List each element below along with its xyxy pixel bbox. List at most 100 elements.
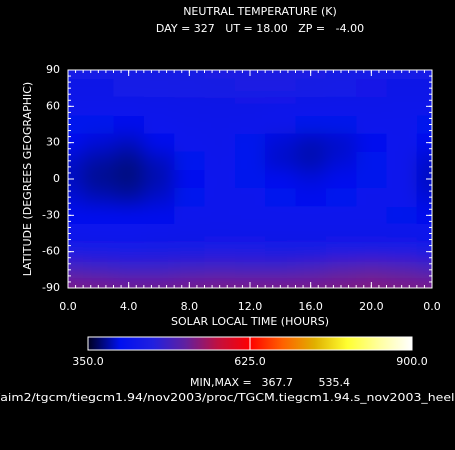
heat-cell — [416, 97, 432, 116]
heat-cell — [356, 79, 387, 98]
heat-cell — [295, 97, 327, 116]
heat-cell — [386, 278, 418, 288]
heat-cell — [83, 70, 114, 80]
x-tick-label: 0.0 — [423, 300, 441, 313]
min-max-label: MIN,MAX = — [190, 376, 252, 389]
heat-cell — [143, 188, 175, 207]
heat-cell — [174, 115, 205, 135]
heat-cell — [68, 242, 84, 262]
heat-cell — [234, 79, 266, 98]
heat-cell — [325, 79, 357, 98]
heat-cell — [68, 115, 84, 135]
heat-cell — [234, 206, 266, 225]
heat-cell — [113, 97, 145, 116]
heat-cell — [416, 70, 432, 80]
heat-cell — [325, 151, 357, 171]
y-tick-label: -30 — [42, 208, 60, 221]
heat-cell — [83, 260, 114, 280]
heat-cell — [356, 169, 387, 189]
heat-cell — [174, 206, 205, 225]
heat-cell — [143, 206, 175, 225]
heat-cell — [356, 242, 387, 262]
heat-cell — [174, 260, 205, 280]
heat-cell — [83, 278, 114, 288]
heat-cell — [295, 169, 327, 189]
chart-title: NEUTRAL TEMPERATURE (K) — [183, 5, 337, 18]
heat-cell — [325, 278, 357, 288]
heat-cell — [265, 79, 296, 98]
x-tick-label: 0.0 — [59, 300, 77, 313]
heat-cell — [234, 169, 266, 189]
heat-cell — [174, 188, 205, 207]
heat-cell — [143, 70, 175, 80]
heat-cell — [113, 115, 145, 135]
heat-cell — [386, 206, 418, 225]
heat-cell — [204, 206, 236, 225]
heat-cell — [295, 79, 327, 98]
heat-cell — [386, 97, 418, 116]
heat-cell — [265, 169, 296, 189]
heat-cell — [416, 260, 432, 280]
heat-cell — [265, 115, 296, 135]
heat-cell — [174, 97, 205, 116]
heat-cell — [174, 79, 205, 98]
heat-cell — [83, 224, 114, 244]
heat-cell — [386, 224, 418, 244]
heat-cell — [174, 224, 205, 244]
heat-cell — [68, 79, 84, 98]
heat-cell — [234, 224, 266, 244]
heat-cell — [68, 224, 84, 244]
plot-area — [68, 70, 432, 288]
heat-cell — [83, 79, 114, 98]
heat-cell — [68, 188, 84, 207]
heat-cell — [68, 206, 84, 225]
y-tick-label: 0 — [53, 172, 60, 185]
y-axis-label: LATITUDE (DEGREES GEOGRAPHIC) — [21, 82, 34, 276]
heat-cell — [265, 278, 296, 288]
chart-subtitle: DAY = 327 UT = 18.00 ZP = -4.00 — [156, 22, 364, 35]
heat-cell — [295, 242, 327, 262]
heat-cell — [265, 188, 296, 207]
heat-cell — [356, 115, 387, 135]
heat-cell — [83, 97, 114, 116]
axes: 0.0 4.0 8.0 12.0 16.0 20.0 0.0 -90 -60 -30 0 30 60 90 — [42, 63, 441, 313]
y-tick-label: 60 — [46, 99, 60, 112]
heat-cell — [325, 206, 357, 225]
heat-cell — [295, 206, 327, 225]
heat-cell — [143, 133, 175, 153]
x-tick-label: 20.0 — [359, 300, 384, 313]
heat-cell — [416, 79, 432, 98]
heat-cell — [386, 151, 418, 171]
max-value: 535.4 — [319, 376, 351, 389]
heat-cell — [204, 169, 236, 189]
heat-cell — [83, 206, 114, 225]
heat-cell — [174, 242, 205, 262]
heat-cell — [325, 224, 357, 244]
x-tick-label: 4.0 — [120, 300, 138, 313]
heat-cell — [174, 133, 205, 153]
heat-cell — [356, 97, 387, 116]
heat-cell — [68, 97, 84, 116]
heat-cell — [295, 224, 327, 244]
heat-cell — [265, 151, 296, 171]
heat-cell — [265, 260, 296, 280]
heat-cell — [265, 97, 296, 116]
heat-cell — [325, 260, 357, 280]
heat-cell — [416, 133, 432, 153]
heat-cell — [234, 242, 266, 262]
colorbar-ticks: 350.0 625.0 900.0 — [72, 336, 428, 368]
heat-cell — [416, 206, 432, 225]
min-value: 367.7 — [262, 376, 294, 389]
heat-cell — [356, 151, 387, 171]
heat-cell — [68, 70, 84, 80]
heat-cell — [265, 242, 296, 262]
heat-cell — [68, 169, 84, 189]
heat-cell — [113, 151, 145, 171]
heat-cell — [83, 133, 114, 153]
heat-cell — [234, 115, 266, 135]
y-tick-label: -90 — [42, 281, 60, 294]
heat-cell — [143, 260, 175, 280]
heat-cell — [234, 97, 266, 116]
heat-cell — [325, 242, 357, 262]
